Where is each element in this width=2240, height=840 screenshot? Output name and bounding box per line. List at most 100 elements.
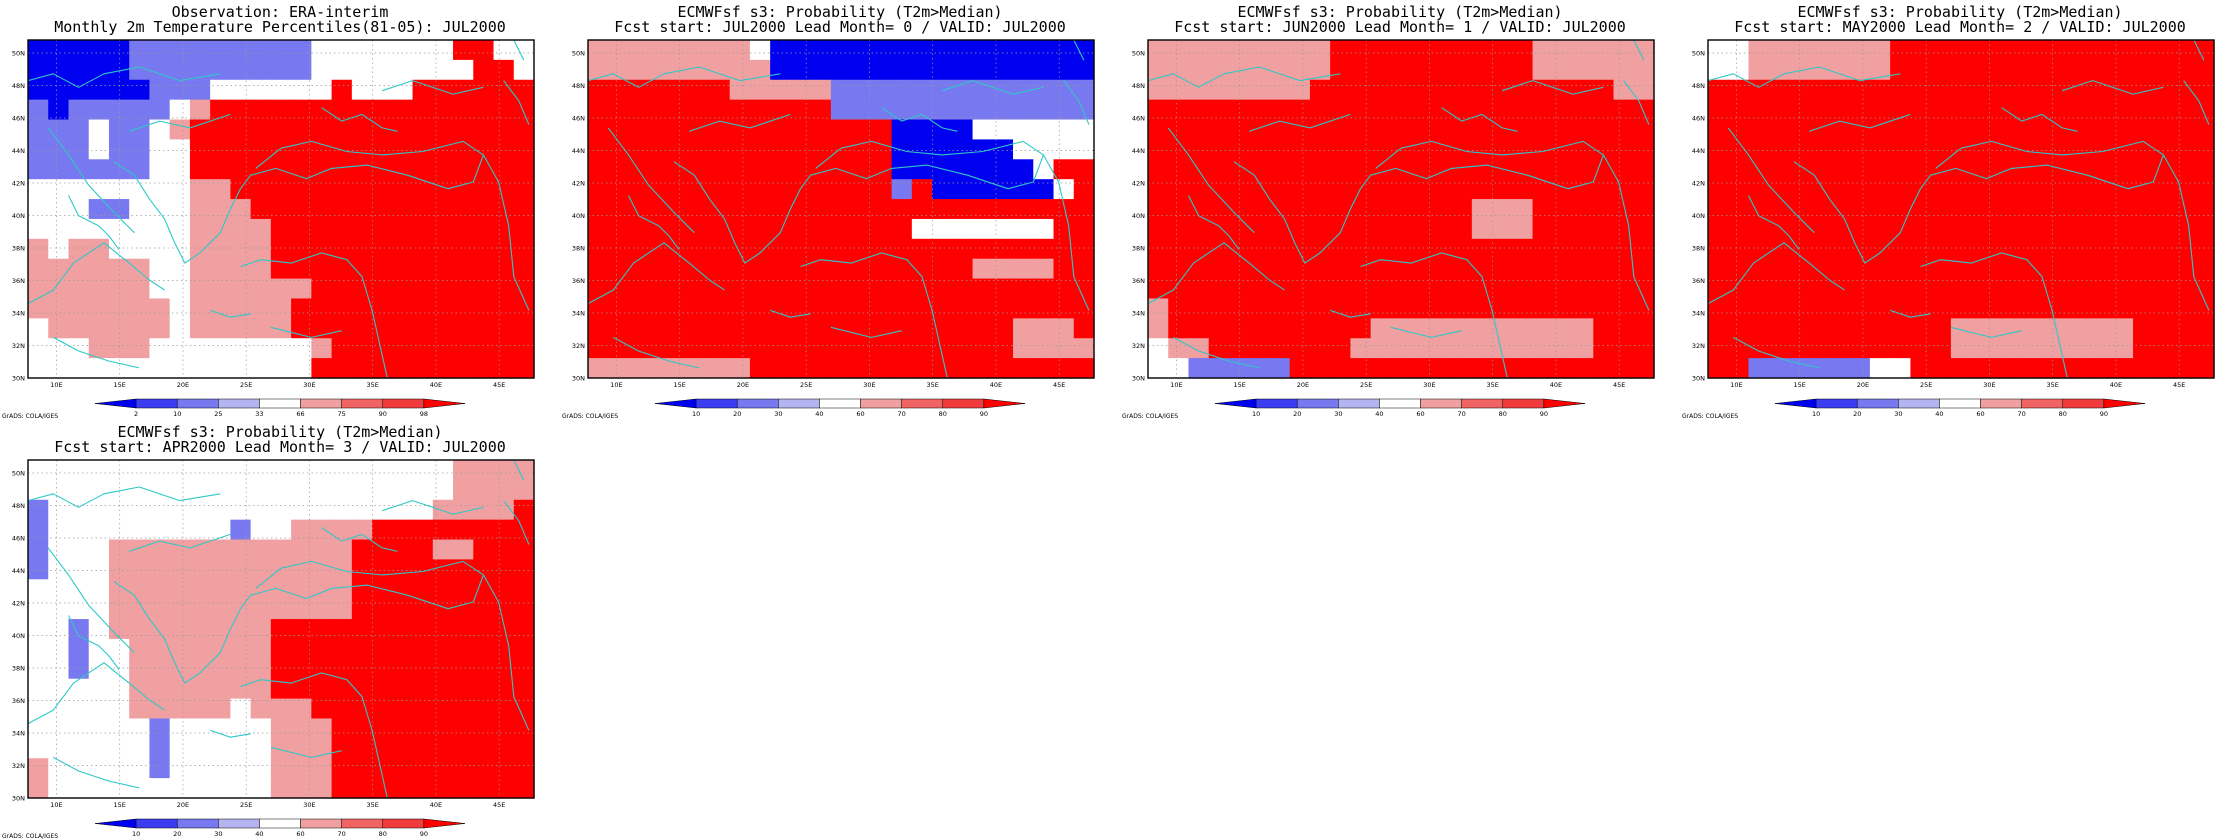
map-cell [1249, 139, 1271, 160]
colorbar-swatch [176, 398, 219, 409]
map-cell [830, 179, 852, 200]
map-cell [2011, 179, 2033, 200]
map-cell [1890, 358, 1911, 379]
map-cell [250, 238, 272, 260]
map-cell [2092, 179, 2114, 200]
map-cell [1228, 139, 1250, 160]
map-cell [2052, 199, 2073, 220]
map-cell [1991, 298, 2013, 319]
map-cell [1890, 59, 1911, 81]
map-cell [2153, 40, 2175, 61]
map-cell [1748, 358, 1770, 379]
map-cell [1168, 278, 1190, 300]
map-cell [1573, 238, 1594, 260]
map-cell [2153, 199, 2175, 220]
map-cell [392, 358, 414, 379]
map-cell [1471, 119, 1493, 141]
map-cell [871, 179, 893, 200]
lat-tick-label: 34N [1132, 310, 1145, 318]
map-cell [230, 778, 252, 799]
map-cell [351, 159, 373, 180]
map-cell [351, 79, 373, 101]
map-cell [1289, 358, 1311, 379]
map-cell [1390, 298, 1412, 319]
map-cell [28, 199, 49, 220]
map-cell [270, 778, 292, 799]
map-cell [1950, 238, 1972, 260]
map-cell [250, 218, 272, 240]
map-cell [1748, 278, 1770, 300]
map-cell [453, 579, 474, 600]
colorbar-label: 30 [1334, 410, 1342, 418]
map-cell [230, 499, 252, 521]
map-cell [2173, 179, 2195, 200]
map-cell [1512, 199, 1534, 220]
lat-tick-label: 38N [1132, 245, 1145, 253]
map-cell [1869, 258, 1891, 280]
map-cell [513, 479, 535, 501]
map-cell [1431, 358, 1453, 379]
map-cell [830, 358, 852, 379]
map-cell [169, 59, 191, 81]
map-cell [1748, 99, 1770, 121]
map-cell [1390, 338, 1412, 359]
map-cell [588, 238, 609, 260]
map-cell [1552, 199, 1574, 220]
map-cell [1593, 119, 1615, 141]
map-cell [473, 119, 495, 141]
map-cell [2052, 278, 2073, 300]
map-cell [1708, 238, 1729, 260]
colorbar: 10 20 30 40 60 70 80 90 [654, 398, 1026, 418]
map-cell [1849, 119, 1871, 141]
map-cell [1330, 79, 1351, 101]
map-cell [1532, 358, 1554, 379]
map-cell [351, 599, 373, 620]
map-cell [1228, 99, 1250, 121]
map-cell [2092, 278, 2114, 300]
map-cell [230, 159, 252, 180]
map-cell [169, 499, 191, 521]
map-cell [432, 698, 454, 720]
map-cell [1512, 40, 1534, 61]
map-cell [1532, 238, 1554, 260]
map-cell [891, 159, 913, 180]
map-cell [1532, 298, 1554, 319]
lon-tick-label: 20E [737, 381, 749, 389]
map-cell [1768, 199, 1790, 220]
map-cell [270, 338, 292, 359]
map-cell [1411, 79, 1432, 101]
map-cell [851, 338, 872, 359]
map-cell [1350, 79, 1372, 101]
colorbar-swatch [860, 398, 902, 409]
map-cell [851, 59, 872, 81]
map-cell [628, 318, 650, 339]
map-cell [1708, 298, 1729, 319]
map-cell [1748, 139, 1770, 160]
map-cell [291, 199, 312, 220]
map-cell [608, 238, 630, 260]
map-cell [28, 179, 49, 200]
lon-tick-label: 35E [1487, 381, 1499, 389]
map-cell [1633, 79, 1655, 101]
map-cell [1869, 179, 1891, 200]
map-cell [291, 258, 312, 280]
colorbar-swatch [1939, 398, 1981, 409]
map-cell [1971, 238, 1992, 260]
map-cell [250, 678, 272, 700]
map-cell [992, 40, 1014, 61]
coastlines [1707, 39, 2210, 379]
map-cell [1053, 318, 1075, 339]
map-cell [493, 318, 515, 339]
map-cell [1768, 40, 1790, 61]
map-cell [1148, 199, 1169, 220]
map-cell [952, 119, 974, 141]
map-cell [1950, 159, 1972, 180]
map-cell [749, 139, 771, 160]
colorbar: 10 20 30 40 60 70 80 90 [1774, 398, 2146, 418]
colorbar-label: 60 [1976, 410, 1984, 418]
map-cell [2011, 159, 2033, 180]
map-cell [1748, 199, 1770, 220]
coastline [129, 113, 231, 132]
map-cell [250, 579, 272, 600]
map-cell [830, 338, 852, 359]
